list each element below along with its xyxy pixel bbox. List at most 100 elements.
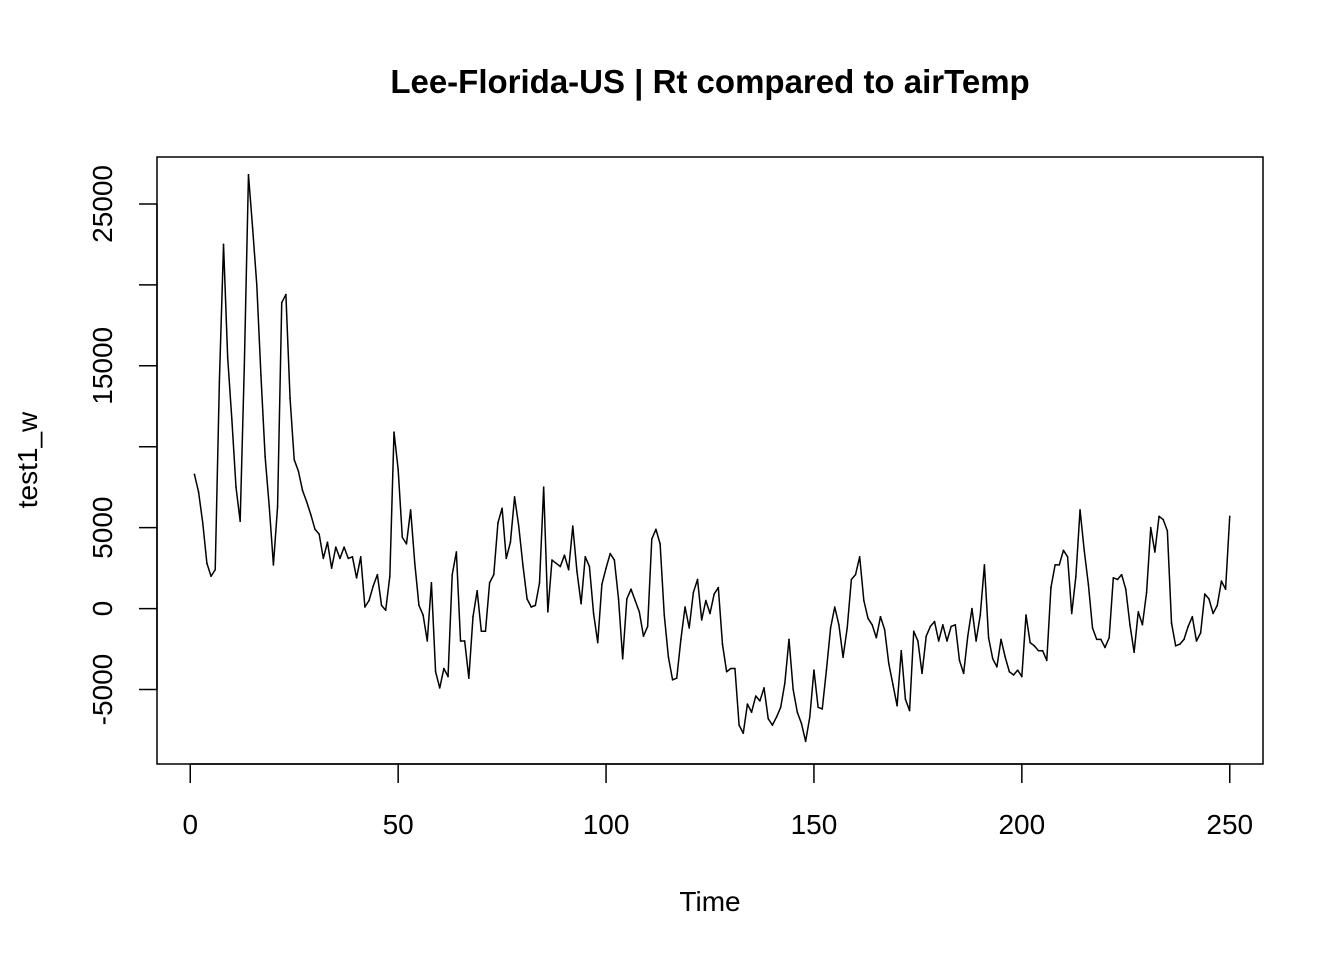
data-point — [808, 716, 811, 718]
data-point — [725, 670, 728, 673]
data-point — [280, 301, 283, 304]
data-point — [871, 623, 873, 626]
data-point — [555, 562, 557, 565]
data-point — [784, 682, 786, 684]
data-point — [688, 627, 691, 629]
data-point — [700, 619, 703, 621]
data-point — [846, 627, 849, 629]
data-point — [430, 581, 433, 584]
data-point — [813, 669, 815, 671]
data-point — [1191, 615, 1194, 618]
data-point — [958, 659, 961, 662]
data-point — [1025, 614, 1027, 616]
data-point — [659, 543, 661, 545]
data-point — [788, 638, 790, 641]
data-point — [925, 635, 928, 637]
data-point — [438, 687, 441, 689]
data-point — [921, 672, 923, 675]
data-point — [405, 543, 408, 545]
data-point — [538, 581, 541, 584]
data-point — [1203, 593, 1206, 595]
data-point — [384, 609, 387, 612]
data-point — [1112, 577, 1115, 579]
data-point — [879, 615, 882, 618]
data-point — [1145, 591, 1148, 594]
x-axis-label: Time — [679, 886, 740, 917]
data-point — [580, 602, 582, 605]
data-point — [1012, 674, 1015, 676]
data-point — [289, 397, 291, 399]
data-point — [222, 243, 225, 246]
data-point — [717, 586, 720, 589]
data-point — [235, 486, 237, 489]
data-point — [1166, 530, 1169, 532]
data-point — [779, 706, 782, 709]
data-point — [1216, 604, 1219, 607]
data-point — [1062, 549, 1065, 552]
data-point — [1066, 556, 1069, 558]
data-point — [343, 546, 345, 548]
data-point — [671, 679, 674, 681]
data-point — [359, 556, 362, 558]
data-point — [480, 630, 483, 633]
data-point — [1108, 636, 1110, 639]
data-point — [389, 575, 391, 578]
data-point — [355, 577, 358, 579]
data-point — [534, 604, 537, 607]
data-point — [825, 669, 828, 671]
data-point — [409, 509, 412, 511]
data-point — [630, 588, 632, 590]
data-point — [530, 606, 533, 608]
data-point — [1195, 640, 1198, 642]
data-point — [314, 528, 316, 531]
data-point — [858, 556, 861, 558]
data-point — [1129, 623, 1131, 626]
data-point — [426, 640, 429, 642]
data-point — [1141, 623, 1144, 626]
data-point — [709, 612, 711, 615]
data-point — [272, 564, 275, 566]
data-point — [655, 528, 657, 531]
data-point — [829, 627, 832, 629]
x-tick-label: 100 — [583, 809, 630, 840]
data-point — [908, 709, 911, 712]
data-point — [1041, 649, 1044, 652]
data-point — [197, 491, 200, 493]
data-point — [276, 505, 279, 508]
data-point — [592, 612, 595, 615]
data-point — [451, 573, 454, 576]
data-point — [455, 551, 458, 553]
data-point — [596, 641, 599, 644]
data-point — [484, 630, 487, 633]
data-point — [1208, 598, 1210, 600]
data-point — [264, 455, 266, 458]
data-point — [817, 706, 819, 709]
data-point — [301, 489, 304, 492]
data-point — [983, 564, 986, 566]
data-point — [833, 606, 836, 608]
data-point — [505, 557, 508, 560]
data-point — [929, 625, 932, 628]
data-point — [763, 687, 765, 689]
data-point — [226, 356, 229, 359]
data-point — [1054, 564, 1056, 566]
data-point — [850, 578, 853, 581]
data-point — [987, 636, 990, 639]
data-point — [734, 667, 736, 670]
data-point — [588, 565, 591, 568]
data-point — [1199, 632, 1202, 634]
data-point — [1083, 549, 1086, 552]
data-point — [883, 628, 886, 631]
data-point — [247, 174, 250, 176]
x-tick-label: 200 — [998, 809, 1045, 840]
data-point — [804, 740, 807, 743]
data-point — [1037, 649, 1040, 652]
data-point — [509, 541, 512, 544]
x-axis: 0 50 100 150 200 250 — [182, 763, 1253, 840]
data-point — [368, 599, 370, 602]
data-point — [443, 667, 445, 670]
data-point — [193, 473, 196, 476]
data-point — [1075, 575, 1077, 578]
data-point — [975, 640, 977, 642]
y-axis: -5000 0 5000 15000 25000 — [87, 165, 158, 725]
